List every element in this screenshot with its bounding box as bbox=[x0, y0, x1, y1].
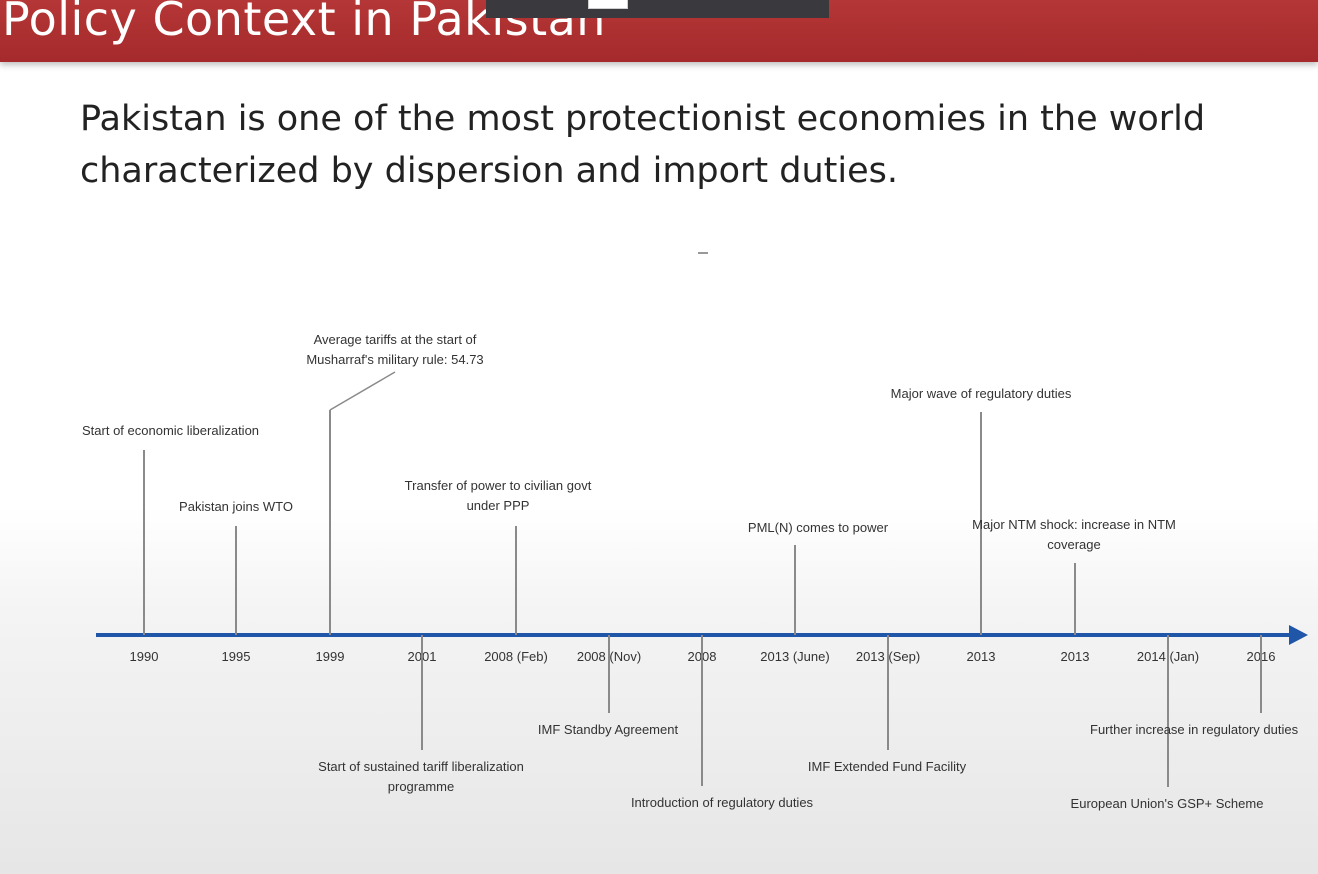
tick-label: 1990 bbox=[129, 649, 159, 664]
event-label-line: Pakistan joins WTO bbox=[179, 499, 293, 514]
event-label-line: European Union's GSP+ Scheme bbox=[1070, 796, 1264, 811]
connector-line bbox=[1167, 635, 1169, 787]
event-label-above: Major wave of regulatory duties bbox=[891, 384, 1072, 404]
tick-label: 2013 bbox=[1060, 649, 1090, 664]
event-label-line: Introduction of regulatory duties bbox=[630, 795, 814, 810]
event-label-line: PML(N) comes to power bbox=[747, 520, 889, 535]
event-label-line: IMF Standby Agreement bbox=[537, 722, 679, 737]
event-label-line: Transfer of power to civilian govt bbox=[404, 478, 592, 493]
event-label-below: Introduction of regulatory duties bbox=[631, 793, 813, 813]
tick-label: 2013 (June) bbox=[760, 649, 830, 664]
connector-line bbox=[143, 450, 145, 635]
timeline-arrow-icon bbox=[1289, 625, 1308, 645]
connector-line bbox=[1074, 563, 1076, 635]
connector-line bbox=[701, 635, 703, 786]
video-overlay-bar bbox=[486, 0, 829, 18]
slide-subtitle: Pakistan is one of the most protectionis… bbox=[80, 93, 1260, 197]
event-label-below: European Union's GSP+ Scheme bbox=[1071, 794, 1264, 814]
event-label-line: under PPP bbox=[466, 498, 530, 513]
overlay-button[interactable] bbox=[588, 0, 628, 9]
event-label-line: Start of economic liberalization bbox=[82, 423, 260, 438]
event-label-above: Major NTM shock: increase in NTM coverage bbox=[972, 515, 1176, 555]
tick-label: 2008 (Feb) bbox=[484, 649, 548, 664]
tick-label: 1995 bbox=[221, 649, 251, 664]
event-label-below: IMF Standby Agreement bbox=[538, 720, 678, 740]
connector-line bbox=[794, 545, 796, 635]
event-label-above: Start of economic liberalization bbox=[82, 421, 259, 441]
connector-line bbox=[235, 526, 237, 635]
connector-line bbox=[980, 412, 982, 635]
connector-diagonal bbox=[329, 371, 396, 411]
event-label-above: Transfer of power to civilian govt under … bbox=[405, 476, 592, 516]
tick-label: 1999 bbox=[315, 649, 345, 664]
dash-mark bbox=[698, 252, 708, 254]
connector-line bbox=[515, 526, 517, 635]
event-label-line: Start of sustained tariff liberalization bbox=[318, 759, 524, 774]
connector-line bbox=[329, 410, 331, 635]
event-label-line: Average tariffs at the start of bbox=[313, 332, 477, 347]
event-label-above: Pakistan joins WTO bbox=[179, 497, 293, 517]
tick-label: 2013 bbox=[966, 649, 996, 664]
subtitle-line: Pakistan is one of the most protectionis… bbox=[80, 99, 1206, 139]
timeline-axis bbox=[96, 633, 1292, 637]
event-label-above: PML(N) comes to power bbox=[748, 518, 888, 538]
event-label-line: programme bbox=[387, 779, 455, 794]
connector-line bbox=[887, 635, 889, 750]
event-label-below: Start of sustained tariff liberalization… bbox=[318, 757, 524, 797]
event-label-line: Major wave of regulatory duties bbox=[890, 386, 1072, 401]
connector-line bbox=[421, 635, 423, 750]
event-label-above: Average tariffs at the start of Musharraf… bbox=[306, 330, 483, 370]
event-label-line: Further increase in regulatory duties bbox=[1090, 722, 1299, 737]
event-label-line: coverage bbox=[1047, 537, 1101, 552]
event-label-below: Further increase in regulatory duties bbox=[1090, 720, 1298, 740]
event-label-line: Major NTM shock: increase in NTM bbox=[972, 517, 1176, 532]
connector-line bbox=[608, 635, 610, 713]
connector-line bbox=[1260, 635, 1262, 713]
event-label-below: IMF Extended Fund Facility bbox=[808, 757, 966, 777]
event-label-line: Musharraf's military rule: 54.73 bbox=[306, 352, 484, 367]
event-label-line: IMF Extended Fund Facility bbox=[807, 759, 967, 774]
subtitle-line: characterized by dispersion and import d… bbox=[80, 151, 899, 191]
